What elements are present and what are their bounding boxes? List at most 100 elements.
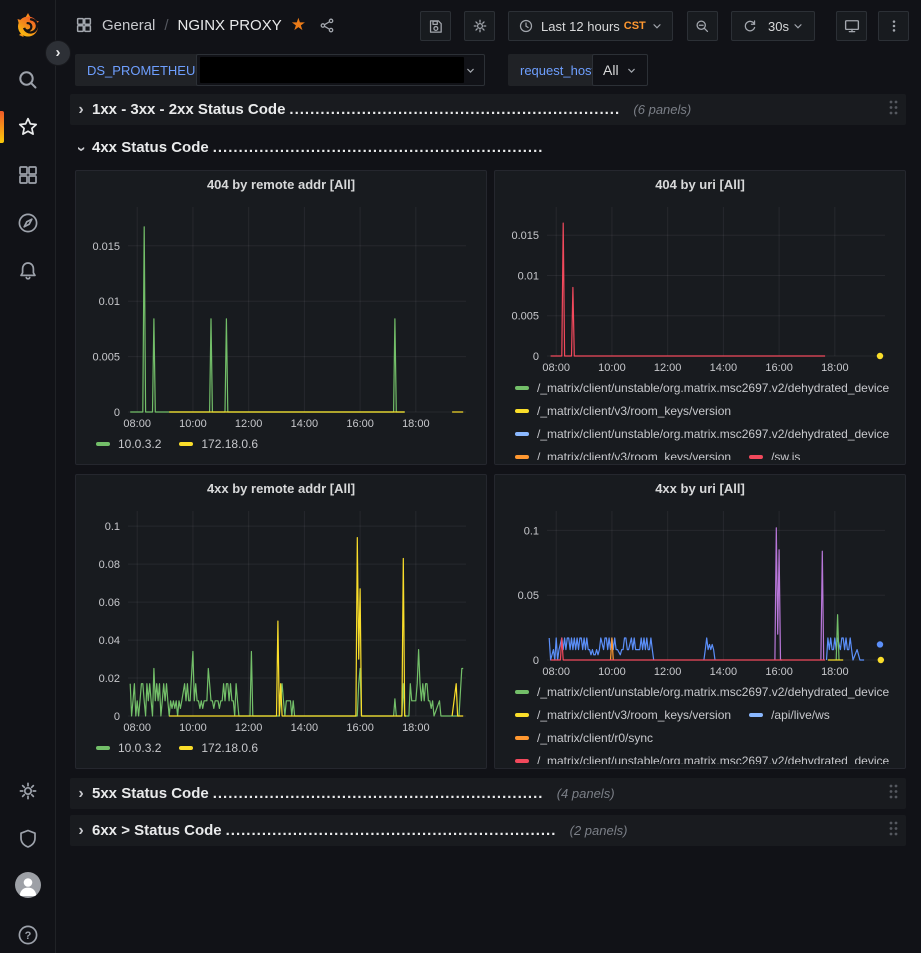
starred-icon[interactable] [14,113,42,141]
series-line[interactable] [703,637,716,661]
share-icon[interactable] [319,17,336,34]
x-axis-tick-label: 10:00 [598,666,626,678]
zoom-out-time-button[interactable] [687,11,718,41]
legend-item[interactable]: 10.0.3.2 [96,432,161,455]
chart[interactable]: 0 0.005 0.01 0.015 08:00 10:00 12:00 14:00 16:00… [505,199,895,376]
row-drag-handle-icon[interactable] [889,100,898,119]
legend-item[interactable]: 172.18.0.6 [179,432,258,455]
legend-item[interactable]: /_matrix/client/unstable/org.matrix.msc2… [515,680,889,703]
breadcrumb-section[interactable]: General [102,16,156,34]
series-line[interactable] [609,637,614,661]
chart[interactable]: 0 0.02 0.04 0.06 0.08 0.1 08:00 10:00 12:00 14:00… [86,503,476,736]
panel-title[interactable]: 4xx by uri [All] [655,481,745,496]
x-axis-tick-label: 16:00 [765,666,793,678]
series-line[interactable] [825,637,865,661]
legend-item[interactable]: 10.0.3.2 [96,736,161,759]
chart[interactable]: 0 0.05 0.1 08:00 10:00 12:00 14:00 16:00 18:00 [505,503,895,680]
series-line[interactable] [451,683,464,717]
row-panel-count: (2 panels) [569,823,628,838]
series-point[interactable] [877,656,885,664]
variable-ds-dropdown[interactable] [196,54,485,86]
dashboards-icon[interactable] [14,161,42,189]
alerting-bell-icon[interactable] [14,257,42,285]
favorite-star-icon[interactable]: ★ [290,15,306,34]
series-line[interactable] [129,649,464,717]
series-color-dash [515,431,529,436]
series-line[interactable] [548,637,655,661]
explore-compass-icon[interactable] [14,209,42,237]
user-avatar[interactable] [14,871,42,899]
kebab-menu-button[interactable] [878,11,909,41]
chart-legend: /_matrix/client/unstable/org.matrix.msc2… [505,680,895,764]
configuration-gear-icon[interactable] [14,777,42,805]
row-title: 5xx Status Code [92,785,209,802]
series-line[interactable] [820,550,825,661]
panel-title[interactable]: 404 by remote addr [All] [206,177,356,192]
row-4xx[interactable]: › 4xx Status Code ......................… [70,132,906,163]
y-axis-tick-label: 0.05 [518,590,539,602]
legend-label: /_matrix/client/unstable/org.matrix.msc2… [537,426,890,441]
legend-item[interactable]: /sw.js [749,445,800,460]
tv-mode-button[interactable] [836,11,867,41]
legend-item[interactable]: /_matrix/client/unstable/org.matrix.msc2… [515,422,889,445]
x-axis-tick-label: 12:00 [654,362,682,374]
row-5xx[interactable]: › 5xx Status Code ......................… [70,778,906,809]
legend-item[interactable]: /_matrix/client/unstable/org.matrix.msc2… [515,376,889,399]
panel-4xx-by-uri: 4xx by uri [All] 0 0.05 0.1 08:00 10:00 12:00… [494,474,906,769]
server-admin-shield-icon[interactable] [14,825,42,853]
legend-item[interactable]: 172.18.0.6 [179,736,258,759]
y-axis-tick-label: 0 [533,351,539,363]
x-axis-tick-label: 12:00 [235,722,263,734]
panel-title[interactable]: 4xx by remote addr [All] [206,481,356,496]
row-1xx-3xx-2xx[interactable]: › 1xx - 3xx - 2xx Status Code ..........… [70,94,906,125]
panel-title[interactable]: 404 by uri [All] [655,177,745,192]
time-range-picker[interactable]: Last 12 hours CST [508,11,673,41]
series-point[interactable] [876,352,884,360]
variable-label-ds[interactable]: DS_PROMETHEUS [75,54,217,86]
dashboard-title[interactable]: NGINX PROXY [177,16,282,34]
sidebar-expand-button[interactable]: › [45,40,71,66]
refresh-button[interactable] [742,18,758,34]
row-title: 6xx > Status Code [92,822,222,839]
legend-item[interactable]: /_matrix/client/v3/room_keys/version [515,399,731,422]
series-point[interactable] [876,641,884,648]
row-leader-dots: ........................................… [212,139,543,156]
series-line[interactable] [774,527,782,661]
row-drag-handle-icon[interactable] [889,821,898,840]
variable-ds-prometheus: DS_PROMETHEUS [75,54,217,86]
x-axis-tick-label: 14:00 [710,666,738,678]
row-panel-count: (6 panels) [633,102,692,117]
legend-label: /_matrix/client/unstable/org.matrix.msc2… [537,380,890,395]
refresh-interval-value[interactable]: 30s [768,18,789,34]
legend-label: /_matrix/client/v3/room_keys/version [537,707,732,722]
chevron-down-icon[interactable] [792,20,804,32]
series-line[interactable] [835,614,840,661]
legend-item[interactable]: /_matrix/client/unstable/org.matrix.msc2… [515,749,889,764]
help-icon[interactable]: ? [14,921,42,949]
save-dashboard-button[interactable] [420,11,451,41]
active-nav-indicator [0,111,4,143]
variable-host-dropdown[interactable]: All [592,54,648,86]
legend-item[interactable]: /api/live/ws [749,703,830,726]
legend-item[interactable]: /_matrix/client/v3/room_keys/version [515,445,731,460]
chart[interactable]: 0 0.005 0.01 0.015 08:00 10:00 12:00 14:00 16:00… [86,199,476,432]
legend-label: /_matrix/client/r0/sync [537,730,654,745]
legend-item[interactable]: /_matrix/client/v3/room_keys/version [515,703,731,726]
variable-label-host[interactable]: request_host [508,54,608,86]
chevron-down-icon [653,24,661,29]
series-color-dash [515,408,529,413]
y-axis-tick-label: 0 [114,711,120,723]
search-icon[interactable] [14,66,42,94]
dashboard-settings-button[interactable] [464,11,495,41]
y-axis-tick-label: 0.06 [99,597,120,609]
row-6xx[interactable]: › 6xx > Status Code ....................… [70,815,906,846]
grafana-logo-icon[interactable] [14,12,42,40]
row-drag-handle-icon[interactable] [889,784,898,803]
series-line[interactable] [550,222,826,357]
series-line[interactable] [169,537,407,717]
series-line[interactable] [550,637,826,661]
legend-item[interactable]: /_matrix/client/r0/sync [515,726,653,749]
legend-label: /api/live/ws [771,707,830,722]
series-line[interactable] [130,226,405,413]
x-axis-tick-label: 12:00 [654,666,682,678]
